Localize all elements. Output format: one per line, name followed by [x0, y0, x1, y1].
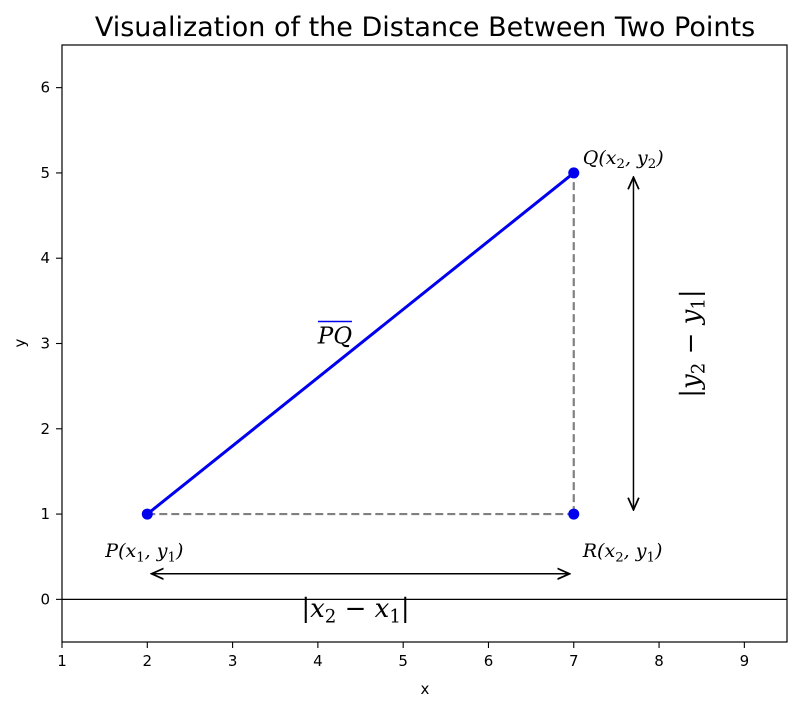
- y-tick-label: 4: [40, 249, 50, 267]
- segment-pq: [146, 171, 575, 516]
- point-label-p: P(x1, y1): [104, 540, 183, 565]
- x-tick-label: 4: [313, 652, 323, 670]
- y-tick-label: 6: [40, 79, 50, 97]
- x-axis-label: x: [421, 680, 430, 698]
- point-r: [568, 508, 580, 520]
- x-tick-label: 5: [398, 652, 408, 670]
- y-tick-label: 0: [40, 590, 50, 608]
- y-axis-label: y: [11, 338, 29, 347]
- x-tick-label: 8: [654, 652, 664, 670]
- x-tick-label: 7: [569, 652, 579, 670]
- point-label-r: R(x2, y1): [582, 540, 663, 565]
- dx-label: |x2 − x1|: [301, 594, 409, 628]
- y-tick-label: 5: [40, 164, 50, 182]
- y-tick-label: 1: [40, 505, 50, 523]
- x-tick-label: 1: [57, 652, 67, 670]
- point-p: [141, 508, 153, 520]
- segment-label-pq: PQ: [317, 324, 352, 350]
- y-tick-label: 2: [40, 420, 50, 438]
- point-label-q: Q(x2, y2): [583, 147, 664, 172]
- chart-title: Visualization of the Distance Between Tw…: [95, 12, 755, 43]
- x-tick-label: 2: [143, 652, 153, 670]
- x-tick-label: 3: [228, 652, 238, 670]
- y-tick-label: 3: [40, 335, 50, 353]
- x-tick-label: 6: [484, 652, 494, 670]
- plot-area: P(x1, y1) Q(x2, y2) R(x2, y1) PQ |x2 − x1| |y…: [40, 44, 788, 670]
- x-tick-label: 9: [740, 652, 750, 670]
- dy-label: |y2 − y1|: [676, 289, 710, 397]
- point-q: [568, 167, 580, 179]
